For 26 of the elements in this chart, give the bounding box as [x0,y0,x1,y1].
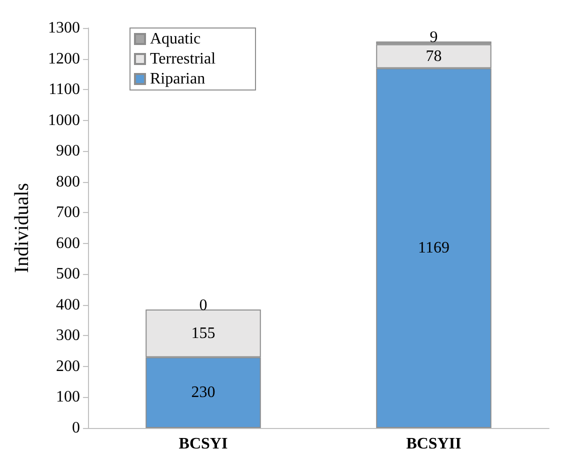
y-tick-label: 0 [72,420,80,436]
data-label: 78 [426,48,442,65]
data-label: 1169 [418,240,450,257]
y-tick-label: 1300 [48,20,80,36]
x-tick-label: BCSYI [178,436,228,452]
y-tick-label: 200 [56,358,80,375]
data-label: 155 [191,324,216,342]
y-axis-title: Individuals [11,182,33,273]
legend-label: Aquatic [150,30,201,48]
y-tick-label: 500 [56,266,80,283]
y-tick-label: 1200 [48,50,80,68]
y-tick-label: 700 [56,204,80,222]
y-tick-label: 100 [56,388,80,406]
legend-label: Riparian [150,70,206,88]
y-tick-label: 800 [56,173,80,190]
legend-label: Terrestrial [150,50,216,68]
y-tick-label: 600 [56,234,80,252]
data-label: 230 [191,384,216,402]
x-tick-label: BCSYII [406,436,462,452]
y-tick-label: 400 [56,296,80,314]
y-tick-label: 900 [56,142,80,160]
data-label: 9 [430,29,438,46]
y-tick-label: 300 [56,327,80,344]
data-label: 0 [199,297,208,314]
y-tick-label: 1100 [48,81,80,98]
y-tick-label: 1000 [48,112,80,129]
